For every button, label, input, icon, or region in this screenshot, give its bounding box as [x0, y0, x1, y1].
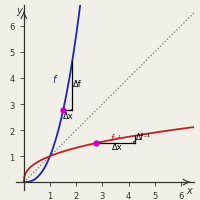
Text: Δx: Δx [112, 142, 122, 151]
Text: y: y [17, 6, 22, 16]
Text: f⁻¹: f⁻¹ [110, 133, 121, 142]
Text: Δx: Δx [63, 111, 74, 120]
Text: Δf: Δf [73, 79, 82, 88]
Text: x: x [186, 185, 192, 195]
Text: Δf⁻¹: Δf⁻¹ [136, 133, 151, 142]
Text: f: f [52, 74, 55, 84]
